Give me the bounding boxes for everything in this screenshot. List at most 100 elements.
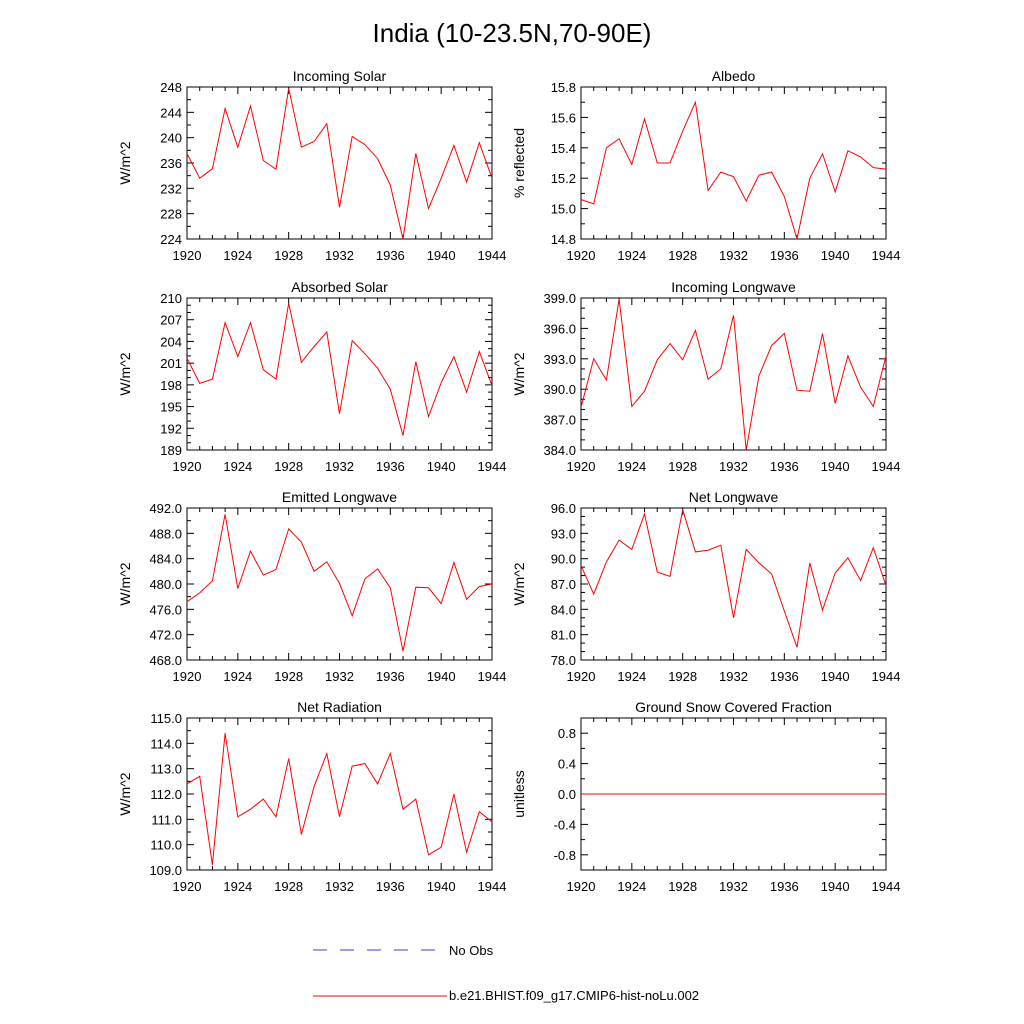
y-tick-label: 468.0	[149, 653, 182, 668]
x-tick-label: 1936	[770, 669, 799, 684]
y-tick-label: 492.0	[149, 501, 182, 516]
panel-net-longwave: Net Longwave W/m^2 1920 1924 1928 1932 1936 194…	[511, 489, 900, 684]
plot-frame	[580, 507, 887, 661]
y-tick-label: 112.0	[150, 787, 182, 802]
x-tick-label: 1924	[223, 669, 252, 684]
y-tick-label: 393.0	[543, 352, 576, 367]
plot-frame	[186, 86, 493, 240]
x-tick-label: 1932	[325, 879, 354, 894]
y-tick-label: 488.0	[149, 526, 182, 541]
y-tick-label: 476.0	[149, 602, 182, 617]
x-tick-label: 1940	[821, 879, 850, 894]
x-tick-label: 1924	[617, 459, 646, 474]
y-axis-label: unitless	[511, 770, 527, 817]
x-tick-label: 1928	[274, 248, 303, 263]
panel-title: Net Longwave	[689, 489, 779, 505]
y-tick-label: 396.0	[543, 321, 576, 336]
page-title: India (10-23.5N,70-90E)	[373, 18, 652, 48]
x-tick-label: 1940	[427, 669, 456, 684]
x-tick-label: 1928	[668, 879, 697, 894]
panel-absorbed-solar: Absorbed Solar W/m^2 1920 1924 1928 1932 1936 1…	[117, 279, 506, 474]
x-tick-label: 1944	[872, 879, 901, 894]
x-tick-label: 1944	[478, 879, 507, 894]
x-tick-label: 1928	[274, 879, 303, 894]
x-tick-label: 1924	[223, 248, 252, 263]
series-line	[580, 509, 887, 648]
plot-frame	[186, 297, 493, 451]
panel-title: Ground Snow Covered Fraction	[635, 699, 832, 715]
x-tick-label: 1932	[325, 669, 354, 684]
series-line	[580, 100, 887, 240]
y-tick-label: 87.0	[551, 577, 576, 592]
x-tick-label: 1936	[376, 248, 405, 263]
x-tick-label: 1936	[376, 879, 405, 894]
y-tick-label: 244	[160, 105, 182, 120]
x-tick-label: 1920	[567, 459, 596, 474]
y-tick-label: 195	[160, 400, 182, 415]
y-tick-label: 90.0	[551, 552, 576, 567]
x-tick-label: 1944	[478, 459, 507, 474]
panel-ground-snow-covered-fraction: Ground Snow Covered Fraction unitless 1920…	[511, 699, 900, 894]
y-tick-label: -0.8	[554, 848, 576, 863]
series-line	[580, 298, 887, 451]
plot-frame	[580, 86, 887, 240]
y-tick-label: 248	[160, 80, 182, 95]
y-tick-label: 480.0	[149, 577, 182, 592]
panel-title: Albedo	[712, 68, 756, 84]
y-axis-label: W/m^2	[511, 352, 527, 395]
series-line	[186, 733, 493, 865]
y-axis-label: % reflected	[511, 128, 527, 198]
x-tick-label: 1940	[821, 459, 850, 474]
x-tick-label: 1944	[478, 669, 507, 684]
y-tick-label: 15.0	[551, 202, 576, 217]
y-tick-label: 228	[160, 207, 182, 222]
y-axis-label: W/m^2	[511, 562, 527, 605]
series-line	[186, 302, 493, 436]
x-tick-label: 1920	[567, 248, 596, 263]
y-tick-label: 15.8	[551, 80, 576, 95]
y-tick-label: 192	[160, 421, 182, 436]
y-tick-label: 111.0	[151, 812, 182, 827]
x-tick-label: 1932	[719, 459, 748, 474]
x-tick-label: 1928	[274, 669, 303, 684]
x-tick-label: 1920	[173, 879, 202, 894]
x-tick-label: 1936	[376, 669, 405, 684]
x-tick-label: 1932	[325, 248, 354, 263]
y-axis-label: W/m^2	[117, 772, 133, 815]
y-tick-label: -0.4	[554, 817, 576, 832]
panel-albedo: Albedo % reflected 1920 1924 1928 1932 1936 194…	[511, 68, 900, 263]
x-tick-label: 1924	[617, 879, 646, 894]
x-tick-label: 1940	[821, 248, 850, 263]
x-tick-label: 1920	[567, 669, 596, 684]
y-tick-label: 224	[160, 232, 182, 247]
y-tick-label: 15.4	[551, 141, 576, 156]
x-tick-label: 1932	[325, 459, 354, 474]
y-tick-label: 390.0	[543, 382, 576, 397]
y-axis-label: W/m^2	[117, 141, 133, 184]
x-tick-label: 1936	[770, 879, 799, 894]
x-tick-label: 1940	[427, 459, 456, 474]
x-tick-label: 1936	[376, 459, 405, 474]
y-tick-label: 15.6	[551, 110, 576, 125]
y-tick-label: 387.0	[543, 413, 576, 428]
y-tick-label: 198	[160, 378, 182, 393]
legend-obs-label: No Obs	[449, 943, 494, 958]
y-tick-label: 240	[160, 131, 182, 146]
plot-frame	[580, 297, 887, 451]
x-tick-label: 1928	[668, 248, 697, 263]
y-tick-label: 210	[160, 291, 182, 306]
x-tick-label: 1928	[668, 669, 697, 684]
y-tick-label: 110.0	[150, 838, 182, 853]
y-tick-label: 0.8	[558, 726, 576, 741]
legend: No Obs b.e21.BHIST.f09_g17.CMIP6-hist-no…	[313, 943, 699, 1003]
panel-incoming-longwave: Incoming Longwave W/m^2 1920 1924 1928 1932 19…	[511, 279, 900, 474]
y-tick-label: 81.0	[551, 628, 576, 643]
y-axis-label: W/m^2	[117, 562, 133, 605]
x-tick-label: 1944	[478, 248, 507, 263]
x-tick-label: 1932	[719, 669, 748, 684]
series-line	[186, 88, 493, 240]
x-tick-label: 1932	[719, 879, 748, 894]
y-tick-label: 201	[160, 356, 182, 371]
x-tick-label: 1924	[223, 459, 252, 474]
y-tick-label: 15.2	[551, 171, 576, 186]
